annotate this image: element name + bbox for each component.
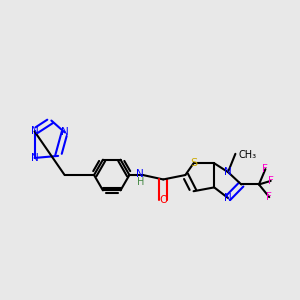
Text: N: N	[136, 169, 143, 178]
Text: N: N	[224, 167, 232, 177]
Text: O: O	[159, 195, 167, 205]
Text: CH₃: CH₃	[238, 150, 256, 160]
Text: S: S	[190, 158, 197, 168]
Text: N: N	[31, 153, 38, 163]
Text: F: F	[266, 192, 272, 202]
Text: H: H	[137, 177, 145, 188]
Text: N: N	[61, 127, 68, 137]
Text: F: F	[262, 164, 268, 174]
Text: N: N	[31, 126, 38, 136]
Text: F: F	[268, 176, 274, 186]
Text: N: N	[224, 193, 232, 203]
